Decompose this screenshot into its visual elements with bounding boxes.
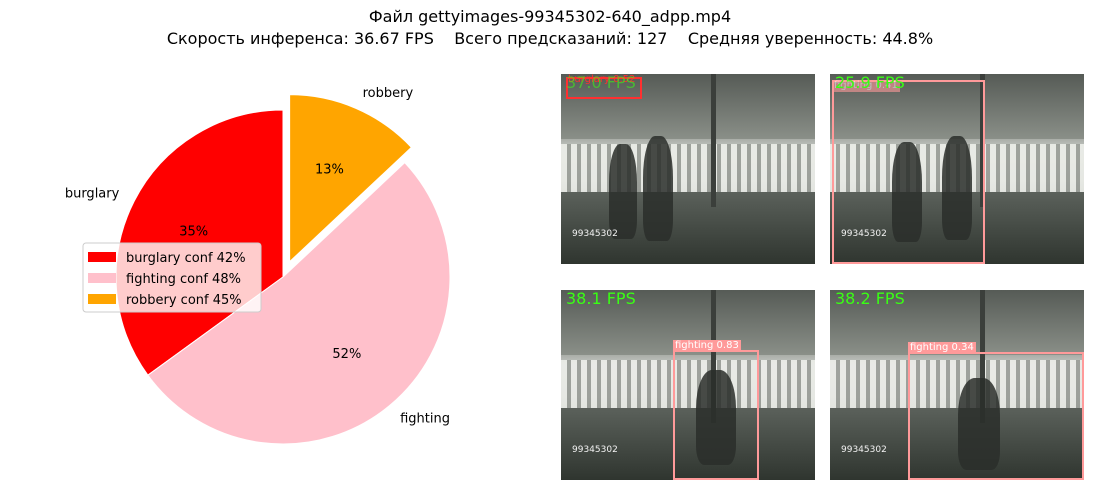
pie-category-label-robbery: robbery <box>363 86 414 101</box>
frame-fence <box>561 144 815 192</box>
frame-person <box>942 136 972 240</box>
fps-overlay: 37.0 FPS <box>566 74 636 92</box>
frame-fence <box>830 360 1084 408</box>
frame-grass <box>830 407 1084 480</box>
frame-person <box>643 136 673 241</box>
frame-sky <box>561 74 815 139</box>
pie-slice-robbery <box>289 94 413 263</box>
frame-person <box>609 144 637 239</box>
legend-box <box>82 242 262 313</box>
fps-overlay: 38.1 FPS <box>566 290 636 308</box>
video-frame-1: burglary 0.52 37.0 FPS 99345302 <box>561 74 815 264</box>
detection-box <box>908 352 1084 480</box>
pie-pct-label-fighting: 52% <box>332 347 361 362</box>
legend-entry-robbery: robbery conf 45% <box>126 293 242 308</box>
frame-grass <box>561 407 815 480</box>
frame-person <box>958 378 1000 470</box>
fps-overlay: 25.9 FPS <box>835 74 905 92</box>
detection-label: fighting 0.83 <box>673 340 741 352</box>
detection-box <box>832 80 985 264</box>
legend-swatch-burglary <box>88 252 116 262</box>
pie-pct-label-robbery: 13% <box>315 163 344 178</box>
frame-post <box>980 74 985 207</box>
watermark: 99345302 <box>841 229 887 239</box>
frame-person <box>892 142 922 242</box>
pie-chart: 35% burglary 52% fighting 13% robbery burglary… <box>65 86 451 445</box>
detection-label: fighting 0.41 <box>832 80 900 92</box>
detection-box <box>566 77 642 99</box>
legend-swatch-fighting <box>88 273 116 283</box>
watermark: 99345302 <box>841 445 887 455</box>
frame-fence <box>561 360 815 408</box>
legend-swatch-robbery <box>88 294 116 304</box>
legend-entry-burglary: burglary conf 42% <box>126 251 246 266</box>
watermark: 99345302 <box>572 445 618 455</box>
figure-title: Файл gettyimages-99345302-640_adpp.mp4 <box>368 7 732 26</box>
fps-overlay: 38.2 FPS <box>835 290 905 308</box>
figure-stats: Скорость инференса: 36.67 FPS Всего пред… <box>166 29 934 48</box>
pie-category-label-fighting: fighting <box>400 412 450 427</box>
video-frame-2: fighting 0.41 25.9 FPS 99345302 <box>830 74 1084 264</box>
frame-post <box>711 74 716 207</box>
watermark: 99345302 <box>572 229 618 239</box>
detection-box <box>673 350 759 480</box>
video-frame-3: fighting 0.83 38.1 FPS 99345302 <box>561 290 815 480</box>
detection-label: fighting 0.34 <box>908 342 976 354</box>
legend-entry-fighting: fighting conf 48% <box>126 272 241 287</box>
video-frame-4: fighting 0.34 38.2 FPS 99345302 <box>830 290 1084 480</box>
frame-person <box>696 370 736 465</box>
pie-slice-fighting <box>147 161 451 445</box>
detection-label: burglary 0.52 <box>568 74 636 85</box>
frame-post <box>980 290 985 423</box>
frame-post <box>711 290 716 423</box>
pie-category-label-burglary: burglary <box>65 187 120 202</box>
frame-grass <box>561 191 815 264</box>
pie-pct-label-burglary: 35% <box>179 225 208 240</box>
